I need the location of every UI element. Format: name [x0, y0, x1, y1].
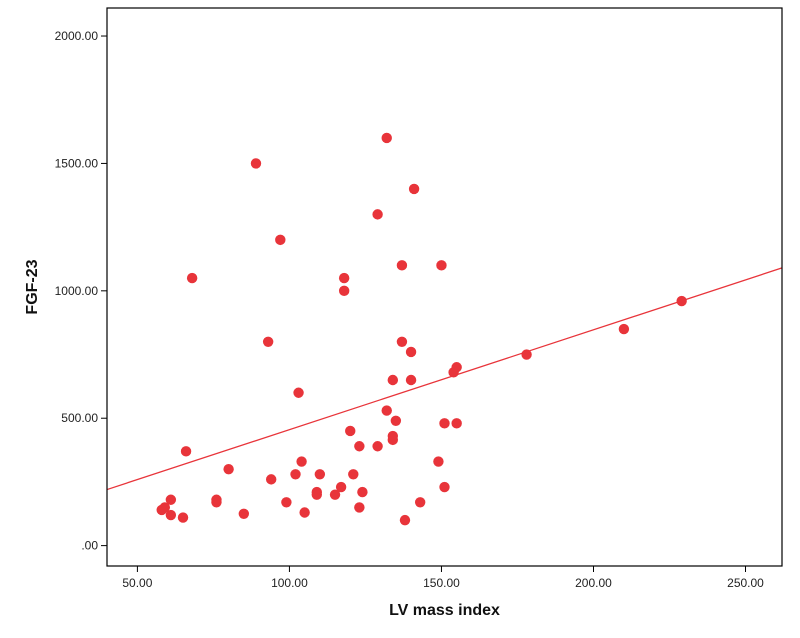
- data-point: [296, 456, 307, 467]
- x-tick-label: 100.00: [271, 576, 308, 590]
- data-point: [290, 469, 301, 480]
- y-tick-label: 2000.00: [55, 29, 99, 43]
- data-point: [676, 295, 687, 307]
- x-axis: 50.00 100.00 150.00 200.00 250.00: [122, 566, 764, 590]
- data-point: [275, 234, 286, 246]
- data-point: [451, 362, 462, 373]
- data-point: [390, 415, 402, 426]
- data-point: [387, 434, 399, 446]
- data-point: [165, 494, 177, 505]
- y-axis-title: FGF-23: [24, 259, 41, 314]
- data-point: [414, 497, 426, 508]
- y-tick-label: 1000.00: [55, 284, 99, 298]
- data-point: [436, 260, 447, 271]
- data-point: [372, 441, 383, 452]
- data-point: [408, 183, 420, 195]
- y-tick-label: .00: [81, 539, 98, 553]
- data-point: [223, 463, 234, 475]
- data-point: [329, 489, 341, 500]
- data-point: [311, 489, 322, 500]
- data-point: [159, 502, 170, 513]
- data-point: [186, 272, 198, 284]
- data-point: [338, 285, 350, 297]
- data-point: [299, 507, 310, 518]
- data-point: [314, 469, 326, 480]
- data-point: [165, 509, 177, 521]
- data-point: [338, 272, 350, 284]
- data-point: [281, 497, 292, 508]
- data-point: [396, 260, 408, 271]
- data-point: [265, 474, 277, 485]
- x-tick-label: 150.00: [423, 576, 460, 590]
- data-point: [180, 446, 192, 457]
- data-point: [381, 405, 392, 416]
- data-point: [345, 425, 356, 437]
- data-point: [387, 374, 399, 386]
- data-point: [354, 441, 365, 452]
- data-point: [293, 387, 304, 398]
- data-point: [405, 374, 417, 386]
- data-point: [354, 502, 365, 513]
- data-points: [156, 132, 687, 526]
- y-tick-label: 500.00: [61, 411, 98, 425]
- data-point: [439, 481, 450, 493]
- data-point: [250, 158, 262, 169]
- x-tick-label: 250.00: [727, 576, 764, 590]
- x-tick-label: 50.00: [122, 576, 152, 590]
- data-point: [211, 497, 222, 508]
- data-point: [372, 209, 383, 220]
- regression-fit-line: [106, 267, 783, 491]
- data-point: [262, 336, 274, 347]
- data-point: [396, 336, 408, 347]
- data-point: [439, 418, 450, 429]
- data-point: [618, 323, 630, 335]
- data-point: [357, 486, 368, 498]
- y-axis: .00 500.00 1000.00 1500.00 2000.00: [55, 29, 107, 553]
- y-tick-label: 1500.00: [55, 156, 99, 170]
- data-point: [451, 418, 462, 429]
- x-axis-title: LV mass index: [389, 602, 500, 619]
- data-point: [238, 508, 250, 519]
- data-point: [433, 456, 444, 467]
- x-tick-label: 200.00: [575, 576, 612, 590]
- data-point: [348, 469, 359, 480]
- data-point: [381, 132, 392, 144]
- data-point: [405, 346, 417, 358]
- data-point: [335, 481, 347, 493]
- data-point: [177, 512, 189, 523]
- data-point: [521, 349, 532, 360]
- data-point: [399, 514, 411, 526]
- plot-frame: [106, 7, 783, 567]
